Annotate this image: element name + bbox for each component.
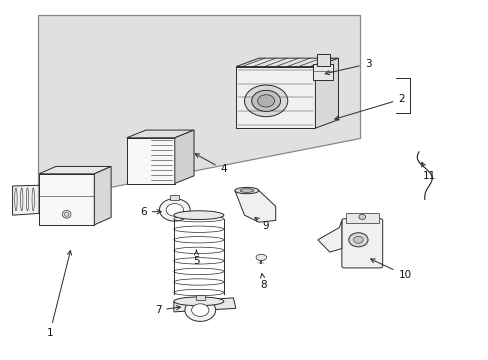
FancyBboxPatch shape: [341, 219, 382, 268]
Circle shape: [184, 299, 215, 321]
Polygon shape: [317, 220, 341, 252]
Ellipse shape: [174, 297, 224, 306]
Ellipse shape: [257, 95, 274, 107]
FancyBboxPatch shape: [170, 195, 179, 200]
Ellipse shape: [256, 254, 266, 261]
Circle shape: [353, 236, 363, 243]
Ellipse shape: [234, 188, 258, 194]
Ellipse shape: [251, 90, 280, 112]
Ellipse shape: [244, 85, 287, 117]
Circle shape: [358, 215, 365, 219]
Polygon shape: [174, 130, 194, 184]
Polygon shape: [94, 166, 111, 225]
Text: 7: 7: [154, 305, 180, 315]
Polygon shape: [236, 67, 315, 128]
Polygon shape: [39, 174, 94, 225]
FancyBboxPatch shape: [345, 213, 378, 223]
Polygon shape: [174, 298, 235, 312]
Polygon shape: [234, 190, 275, 222]
Polygon shape: [126, 138, 174, 184]
Text: 4: 4: [195, 154, 226, 175]
Polygon shape: [126, 130, 194, 138]
FancyBboxPatch shape: [313, 64, 333, 81]
Text: 1: 1: [46, 251, 71, 338]
Circle shape: [191, 304, 208, 316]
Text: 2: 2: [334, 94, 404, 120]
Polygon shape: [38, 15, 359, 201]
Text: 6: 6: [140, 207, 161, 217]
Circle shape: [348, 233, 367, 247]
Text: 10: 10: [370, 259, 410, 280]
FancyBboxPatch shape: [196, 295, 204, 300]
FancyBboxPatch shape: [316, 54, 329, 66]
Ellipse shape: [240, 189, 253, 192]
Ellipse shape: [174, 211, 224, 220]
Circle shape: [159, 199, 190, 221]
Polygon shape: [13, 185, 39, 215]
Polygon shape: [236, 58, 338, 67]
Text: 3: 3: [325, 59, 370, 75]
Circle shape: [166, 203, 183, 216]
Ellipse shape: [62, 210, 71, 218]
Polygon shape: [315, 58, 338, 128]
Text: 9: 9: [254, 217, 269, 231]
Text: 8: 8: [260, 274, 266, 291]
Text: 11: 11: [421, 162, 435, 181]
Text: 5: 5: [193, 250, 199, 266]
Polygon shape: [39, 166, 111, 174]
